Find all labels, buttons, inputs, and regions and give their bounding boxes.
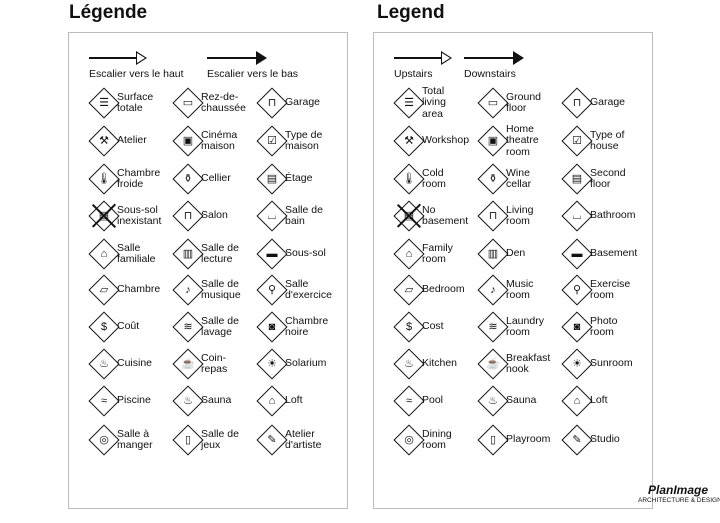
legend-item-label: Solarium [285,357,327,370]
legend-item-label: Chambre froide [117,166,161,190]
logo-tagline: ARCHITECTURE & DESIGN [638,497,720,504]
legend-item-label: Laundry room [506,314,544,338]
pool-icon: ≈ [88,385,120,417]
legend-item-label: Exercise room [590,277,631,301]
dollar-icon: $ [88,311,120,343]
legend-item-label: Atelier [117,134,147,147]
total-area-icon: ☰ [88,87,120,119]
stairs-up-label: Upstairs [394,68,433,80]
logo-text: PlanImage [647,483,709,497]
legend-item-label: Garage [285,96,321,109]
bed-icon: ▱ [393,274,425,306]
legend-item-label: Pool [422,394,444,407]
legend-item-label: Salle de lecture [201,241,239,265]
legend-item-label: Salle de bain [285,203,323,227]
legend-item-label: Workshop [422,134,470,147]
legend-item-label: Rez-de- chaussée [201,90,246,114]
legend-item-label: Cost [422,320,444,333]
pot-icon: ♨ [88,348,120,380]
legend-item-label: Family room [422,241,453,265]
legend-item-label: Wine cellar [506,166,532,190]
legend-item-label: Playroom [506,433,551,446]
stairs-down-arrow-icon [464,51,526,65]
legend-item-label: No basement [422,203,469,227]
legend-item-label: Coût [117,320,140,333]
legend-item-label: Type de maison [285,128,323,152]
legend-item-label: Cellier [201,172,231,185]
legend-item-label: Studio [590,433,620,446]
legend-item-label: Chambre noire [285,314,329,338]
legend-item-label: Den [506,247,526,260]
planimage-logo: PlanImage ARCHITECTURE & DESIGN [638,483,720,505]
stairs-down-label: Escalier vers le bas [207,68,299,80]
hammer-icon: ⚒ [88,125,120,157]
legend-item-label: Bathroom [590,209,636,222]
legend-item-label: Sunroom [590,357,633,370]
english-legend-panel: Upstairs Downstairs ☰ Total living area ▭… [373,32,653,509]
legend-item-label: Type of house [590,128,625,152]
legend-item-label: Cuisine [117,357,153,370]
legend-item-label: Music room [506,277,534,301]
legend-item-label: Salle à manger [117,427,153,451]
legend-item-label: Kitchen [422,357,458,370]
family-icon: ⌂ [393,238,425,270]
legend-item-label: Total living area [422,84,446,120]
legend-item-label: Sous-sol inexistant [117,203,162,227]
stairs-down-arrow-icon [207,51,269,65]
legend-item-label: Photo room [590,314,618,338]
no-basement-icon: ▤ [88,200,120,232]
bed-icon: ▱ [88,274,120,306]
legend-item-label: Bedroom [422,283,465,296]
legend-item-label: Garage [590,96,626,109]
legend-item-label: Chambre [117,283,161,296]
legend-item-label: Salle d'exercice [285,277,332,301]
legend-item-label: Loft [590,394,608,407]
legend-item-label: Surface totale [117,90,154,114]
legend-item-label: Cold room [422,166,446,190]
legend-item-label: Salle de lavage [201,314,239,338]
legend-item-label: Salle de jeux [201,427,239,451]
legend-item-label: Second floor [590,166,626,190]
thermometer-icon: 🌡 [393,163,425,195]
legend-item-label: Étage [285,172,313,185]
hammer-icon: ⚒ [393,125,425,157]
stairs-down-label: Downstairs [464,68,516,80]
plate-icon: ◎ [88,424,120,456]
legend-item-label: Atelier d'artiste [285,427,322,451]
legend-item-label: Dining room [422,427,452,451]
family-icon: ⌂ [88,238,120,270]
stairs-up-arrow-icon [89,51,149,65]
legend-item-label: Living room [506,203,534,227]
thermometer-icon: 🌡 [88,163,120,195]
legend-item-label: Basement [590,247,638,260]
legend-item-label: Sauna [201,394,232,407]
pot-icon: ♨ [393,348,425,380]
legend-item-label: Sous-sol [285,247,326,260]
french-legend-panel: Escalier vers le haut Escalier vers le ba… [68,32,348,509]
legend-item-label: Salle de musique [201,277,241,301]
legend-item-label: Piscine [117,394,151,407]
legend-item-label: Coin- repas [201,351,228,375]
pool-icon: ≈ [393,385,425,417]
english-title: Legend [377,2,445,23]
dollar-icon: $ [393,311,425,343]
stairs-up-arrow-icon [394,51,454,65]
legend-item-label: Salon [201,209,228,222]
legend-item-label: Sauna [506,394,537,407]
legend-item-label: Cinéma maison [201,128,238,152]
legend-item-label: Salle familiale [117,241,156,265]
stairs-up-label: Escalier vers le haut [89,68,184,80]
plate-icon: ◎ [393,424,425,456]
legend-item-label: Loft [285,394,303,407]
total-area-icon: ☰ [393,87,425,119]
french-title: Légende [69,2,148,23]
legend-item-label: Breakfast nook [506,351,551,375]
legend-item-label: Home theatre room [506,122,539,158]
no-basement-icon: ▤ [393,200,425,232]
legend-item-label: Ground floor [506,90,542,114]
